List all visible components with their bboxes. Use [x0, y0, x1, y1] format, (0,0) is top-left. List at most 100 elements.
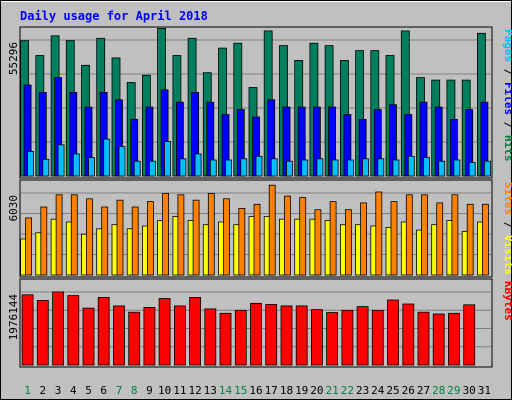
day-label-13: 13	[204, 384, 217, 397]
bar-kbytes-day-7	[113, 305, 125, 366]
bar-kbytes-day-4	[67, 295, 80, 366]
bar-kbytes-day-20	[310, 309, 323, 366]
bar-pages-day-7	[118, 146, 126, 177]
bar-sites-day-19	[299, 197, 307, 276]
legend-separator: /	[502, 115, 512, 135]
day-label-11: 11	[173, 384, 186, 397]
day-label-31: 31	[478, 384, 491, 397]
bar-kbytes-day-2	[36, 299, 49, 366]
bar-kbytes-day-3	[52, 291, 64, 366]
bar-pages-day-6	[103, 138, 111, 177]
bar-pages-day-11	[179, 158, 187, 177]
bar-pages-day-8	[133, 160, 141, 177]
day-label-25: 25	[386, 384, 399, 397]
legend-item-visits: Visits	[502, 235, 512, 275]
bar-sites-day-21	[329, 201, 337, 276]
bar-pages-day-10	[164, 141, 172, 177]
bar-pages-day-25	[392, 159, 400, 177]
bar-pages-day-30	[468, 162, 476, 177]
bar-kbytes-day-23	[356, 306, 369, 366]
bar-sites-day-3	[55, 194, 63, 276]
bar-kbytes-day-6	[97, 296, 110, 366]
bar-kbytes-day-27	[417, 311, 430, 366]
bar-sites-day-20	[314, 209, 322, 276]
bar-sites-day-25	[390, 201, 398, 276]
bar-pages-day-4	[72, 153, 80, 177]
day-labels: 1 2 3 4 5 6 7 8 9 10 11 12 13 14 15 16 17 18 19 20 21 22 23 24 2…	[24, 384, 491, 397]
legend-item-kbytes: KBytes	[502, 281, 512, 321]
bar-sites-day-9	[146, 201, 154, 276]
bar-sites-day-2	[40, 206, 48, 276]
day-label-24: 24	[371, 384, 385, 397]
day-label-1: 1	[24, 384, 31, 397]
bar-pages-day-29	[453, 159, 461, 177]
bar-sites-day-31	[481, 203, 489, 276]
day-label-8: 8	[131, 384, 138, 397]
bar-sites-day-6	[101, 206, 109, 276]
bar-kbytes-day-14	[219, 312, 232, 366]
bar-kbytes-day-24	[371, 309, 384, 366]
day-label-4: 4	[70, 384, 77, 397]
day-label-30: 30	[463, 384, 476, 397]
bar-sites-day-11	[177, 194, 185, 276]
bar-pages-day-28	[438, 160, 446, 177]
panel-max-label-hits: 55296	[7, 42, 20, 75]
day-label-19: 19	[295, 384, 308, 397]
bar-sites-day-22	[344, 209, 352, 276]
day-label-26: 26	[402, 384, 415, 397]
day-label-15: 15	[234, 384, 247, 397]
day-label-5: 5	[85, 384, 92, 397]
day-label-3: 3	[55, 384, 62, 397]
bar-pages-day-24	[377, 158, 385, 177]
bar-sites-day-17	[268, 184, 276, 276]
bar-pages-day-17	[270, 158, 278, 177]
day-label-27: 27	[417, 384, 430, 397]
bar-pages-day-19	[301, 159, 309, 177]
panel-max-label-visits: 6030	[7, 195, 20, 222]
bar-sites-day-27	[421, 194, 428, 276]
bar-pages-day-12	[194, 153, 202, 177]
bar-pages-day-2	[42, 158, 50, 177]
bar-sites-day-26	[405, 194, 413, 276]
day-label-20: 20	[310, 384, 323, 397]
day-label-2: 2	[39, 384, 46, 397]
day-label-12: 12	[188, 384, 201, 397]
day-label-7: 7	[116, 384, 123, 397]
series-pages	[27, 138, 491, 177]
bar-sites-day-7	[116, 199, 124, 276]
legend-item-files: Files	[502, 82, 512, 115]
day-label-22: 22	[341, 384, 354, 397]
bar-pages-day-13	[209, 159, 217, 177]
bar-pages-day-14	[225, 159, 232, 177]
bar-sites-day-24	[375, 191, 383, 276]
day-label-10: 10	[158, 384, 171, 397]
day-label-29: 29	[447, 384, 460, 397]
bar-sites-day-8	[131, 206, 139, 276]
legend-separator: /	[502, 62, 512, 82]
bar-pages-day-31	[483, 160, 491, 177]
series-sites	[25, 184, 489, 276]
panel-legend-visits: Sites / Visits	[502, 182, 512, 275]
bar-kbytes-day-19	[295, 305, 308, 366]
bar-kbytes-day-17	[265, 303, 278, 366]
bar-kbytes-day-22	[341, 309, 354, 366]
day-label-17: 17	[265, 384, 278, 397]
bar-pages-day-21	[331, 159, 339, 177]
bar-kbytes-day-26	[402, 303, 415, 366]
bar-kbytes-day-11	[173, 305, 186, 366]
bar-sites-day-16	[253, 203, 261, 276]
day-label-23: 23	[356, 384, 369, 397]
bar-kbytes-day-12	[189, 296, 202, 366]
day-label-28: 28	[432, 384, 445, 397]
panel-visits: 6030 Sites / Visits	[7, 179, 512, 278]
bar-kbytes-day-16	[250, 302, 262, 366]
chart-panels: 55296 Pages / Files / Hits 6030 Sites / Vis…	[7, 26, 512, 368]
panel-kbytes: 1976144 KBytes	[7, 278, 512, 368]
bar-sites-day-30	[466, 203, 474, 276]
bar-kbytes-day-13	[204, 308, 217, 366]
bar-kbytes-day-30	[463, 304, 476, 366]
bar-pages-day-20	[316, 158, 324, 177]
bar-sites-day-13	[207, 192, 215, 276]
day-label-16: 16	[249, 384, 262, 397]
bar-sites-day-15	[238, 207, 246, 276]
